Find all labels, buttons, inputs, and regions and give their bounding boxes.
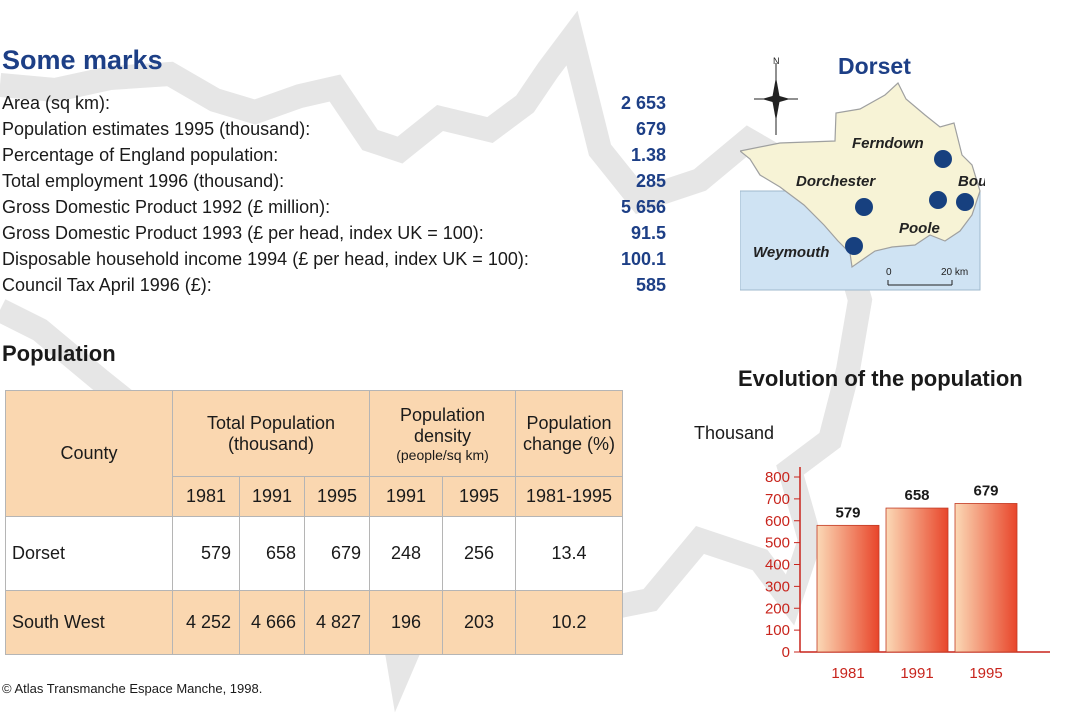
population-table: County Total Population (thousand) Popul… bbox=[5, 390, 623, 655]
y-tick-label: 100 bbox=[765, 622, 790, 639]
scale-bar bbox=[887, 280, 953, 286]
cell-value: 13.4 bbox=[515, 516, 623, 591]
mark-row: Gross Domestic Product 1992 (£ million):… bbox=[2, 194, 666, 220]
marks-title: Some marks bbox=[2, 45, 163, 75]
header-total-label: Total Population bbox=[206, 412, 336, 433]
mark-label: Disposable household income 1994 (£ per … bbox=[2, 249, 529, 269]
mark-row: Total employment 1996 (thousand): 285 bbox=[2, 168, 666, 194]
cell-county: Dorset bbox=[5, 516, 173, 591]
cell-value: 196 bbox=[369, 590, 443, 655]
cell-value: 4 252 bbox=[172, 590, 240, 655]
x-tick-label: 1995 bbox=[969, 665, 1002, 682]
cell-value: 4 827 bbox=[304, 590, 370, 655]
mark-row: Council Tax April 1996 (£): 585 bbox=[2, 272, 666, 298]
cell-value: 679 bbox=[304, 516, 370, 591]
north-arrow-icon bbox=[754, 63, 798, 135]
table-row: Dorset 579 658 679 248 256 13.4 bbox=[5, 516, 623, 591]
header-year: 1991 bbox=[239, 476, 305, 517]
header-year: 1981 bbox=[172, 476, 240, 517]
header-change: Population change (%) bbox=[515, 390, 623, 477]
cell-value: 658 bbox=[239, 516, 305, 591]
mark-label: Population estimates 1995 (thousand): bbox=[2, 119, 311, 139]
cell-value: 203 bbox=[442, 590, 516, 655]
town-dot bbox=[845, 237, 863, 255]
mark-label: Total employment 1996 (thousand): bbox=[2, 171, 285, 191]
bar bbox=[954, 503, 1018, 653]
y-tick-label: 400 bbox=[765, 557, 790, 574]
y-tick-label: 600 bbox=[765, 513, 790, 530]
table-row: South West 4 252 4 666 4 827 196 203 10.… bbox=[5, 590, 623, 655]
header-total-unit: (thousand) bbox=[227, 433, 315, 454]
mark-value: 100.1 bbox=[620, 249, 666, 269]
mark-value: 2 653 bbox=[620, 93, 666, 113]
bar bbox=[816, 524, 880, 653]
y-tick-label: 500 bbox=[765, 535, 790, 552]
mark-row: Percentage of England population: 1.38 bbox=[2, 142, 666, 168]
chart-title: Evolution of the population bbox=[738, 366, 1023, 391]
cell-value: 4 666 bbox=[239, 590, 305, 655]
town-label: Weymouth bbox=[753, 244, 829, 261]
dorset-land bbox=[740, 82, 981, 269]
town-label: Bournemouth bbox=[958, 173, 985, 190]
map-title: Dorset bbox=[838, 53, 911, 79]
cell-value: 579 bbox=[172, 516, 240, 591]
mark-label: Council Tax April 1996 (£): bbox=[2, 275, 212, 295]
bar-value-label: 658 bbox=[904, 487, 929, 504]
bar-value-label: 579 bbox=[835, 504, 860, 521]
scale-label: 0 bbox=[886, 267, 892, 278]
bar bbox=[885, 507, 949, 653]
y-tick-label: 700 bbox=[765, 491, 790, 508]
header-year: 1991 bbox=[369, 476, 443, 517]
header-year: 1995 bbox=[304, 476, 370, 517]
mark-value: 5 656 bbox=[620, 197, 666, 217]
mark-label: Gross Domestic Product 1992 (£ million): bbox=[2, 197, 331, 217]
mark-label: Area (sq km): bbox=[2, 93, 111, 113]
mark-label: Gross Domestic Product 1993 (£ per head,… bbox=[2, 223, 484, 243]
chart-y-label: Thousand bbox=[694, 423, 775, 443]
town-label: Ferndown bbox=[852, 135, 924, 152]
town-dot bbox=[934, 150, 952, 168]
y-tick-label: 0 bbox=[782, 644, 790, 661]
dorset-map: N Ferndown Dorchester Bournemouth Poole … bbox=[740, 56, 985, 291]
header-county: County bbox=[5, 390, 173, 517]
town-label: Poole bbox=[899, 220, 940, 237]
header-density-label: Population density bbox=[399, 404, 486, 446]
cell-value: 248 bbox=[369, 516, 443, 591]
marks-list: Area (sq km): 2 653 Population estimates … bbox=[2, 90, 666, 298]
header-change-label: Population change (%) bbox=[522, 412, 616, 454]
header-density-unit: (people/sq km) bbox=[396, 446, 489, 463]
population-title: Population bbox=[2, 341, 116, 366]
bar-value-label: 679 bbox=[973, 482, 998, 499]
y-tick-label: 200 bbox=[765, 600, 790, 617]
mark-label: Percentage of England population: bbox=[2, 145, 279, 165]
cell-county: South West bbox=[5, 590, 173, 655]
header-period: 1981-1995 bbox=[515, 476, 623, 517]
mark-value: 91.5 bbox=[630, 223, 666, 243]
mark-row: Gross Domestic Product 1993 (£ per head,… bbox=[2, 220, 666, 246]
mark-row: Area (sq km): 2 653 bbox=[2, 90, 666, 116]
scale-label: 20 km bbox=[941, 267, 968, 278]
mark-value: 585 bbox=[635, 275, 666, 295]
x-tick-label: 1991 bbox=[900, 665, 933, 682]
y-tick-label: 800 bbox=[765, 469, 790, 486]
north-label: N bbox=[773, 56, 780, 66]
header-density: Population density (people/sq km) bbox=[369, 390, 516, 477]
credit-text: © Atlas Transmanche Espace Manche, 1998. bbox=[2, 681, 263, 696]
header-year: 1995 bbox=[442, 476, 516, 517]
town-dot bbox=[855, 198, 873, 216]
bar-chart: 0 100 200 300 400 500 600 700 800 579 1981 658 1991 6… bbox=[765, 467, 1050, 682]
mark-value: 1.38 bbox=[630, 145, 666, 165]
mark-row: Disposable household income 1994 (£ per … bbox=[2, 246, 666, 272]
mark-value: 285 bbox=[635, 171, 666, 191]
town-dot bbox=[929, 191, 947, 209]
mark-value: 679 bbox=[635, 119, 666, 139]
header-total: Total Population (thousand) bbox=[172, 390, 370, 477]
cell-value: 10.2 bbox=[515, 590, 623, 655]
cell-value: 256 bbox=[442, 516, 516, 591]
x-tick-label: 1981 bbox=[831, 665, 864, 682]
mark-row: Population estimates 1995 (thousand): 679 bbox=[2, 116, 666, 142]
town-label: Dorchester bbox=[796, 173, 876, 190]
town-dot bbox=[956, 193, 974, 211]
y-tick-label: 300 bbox=[765, 578, 790, 595]
